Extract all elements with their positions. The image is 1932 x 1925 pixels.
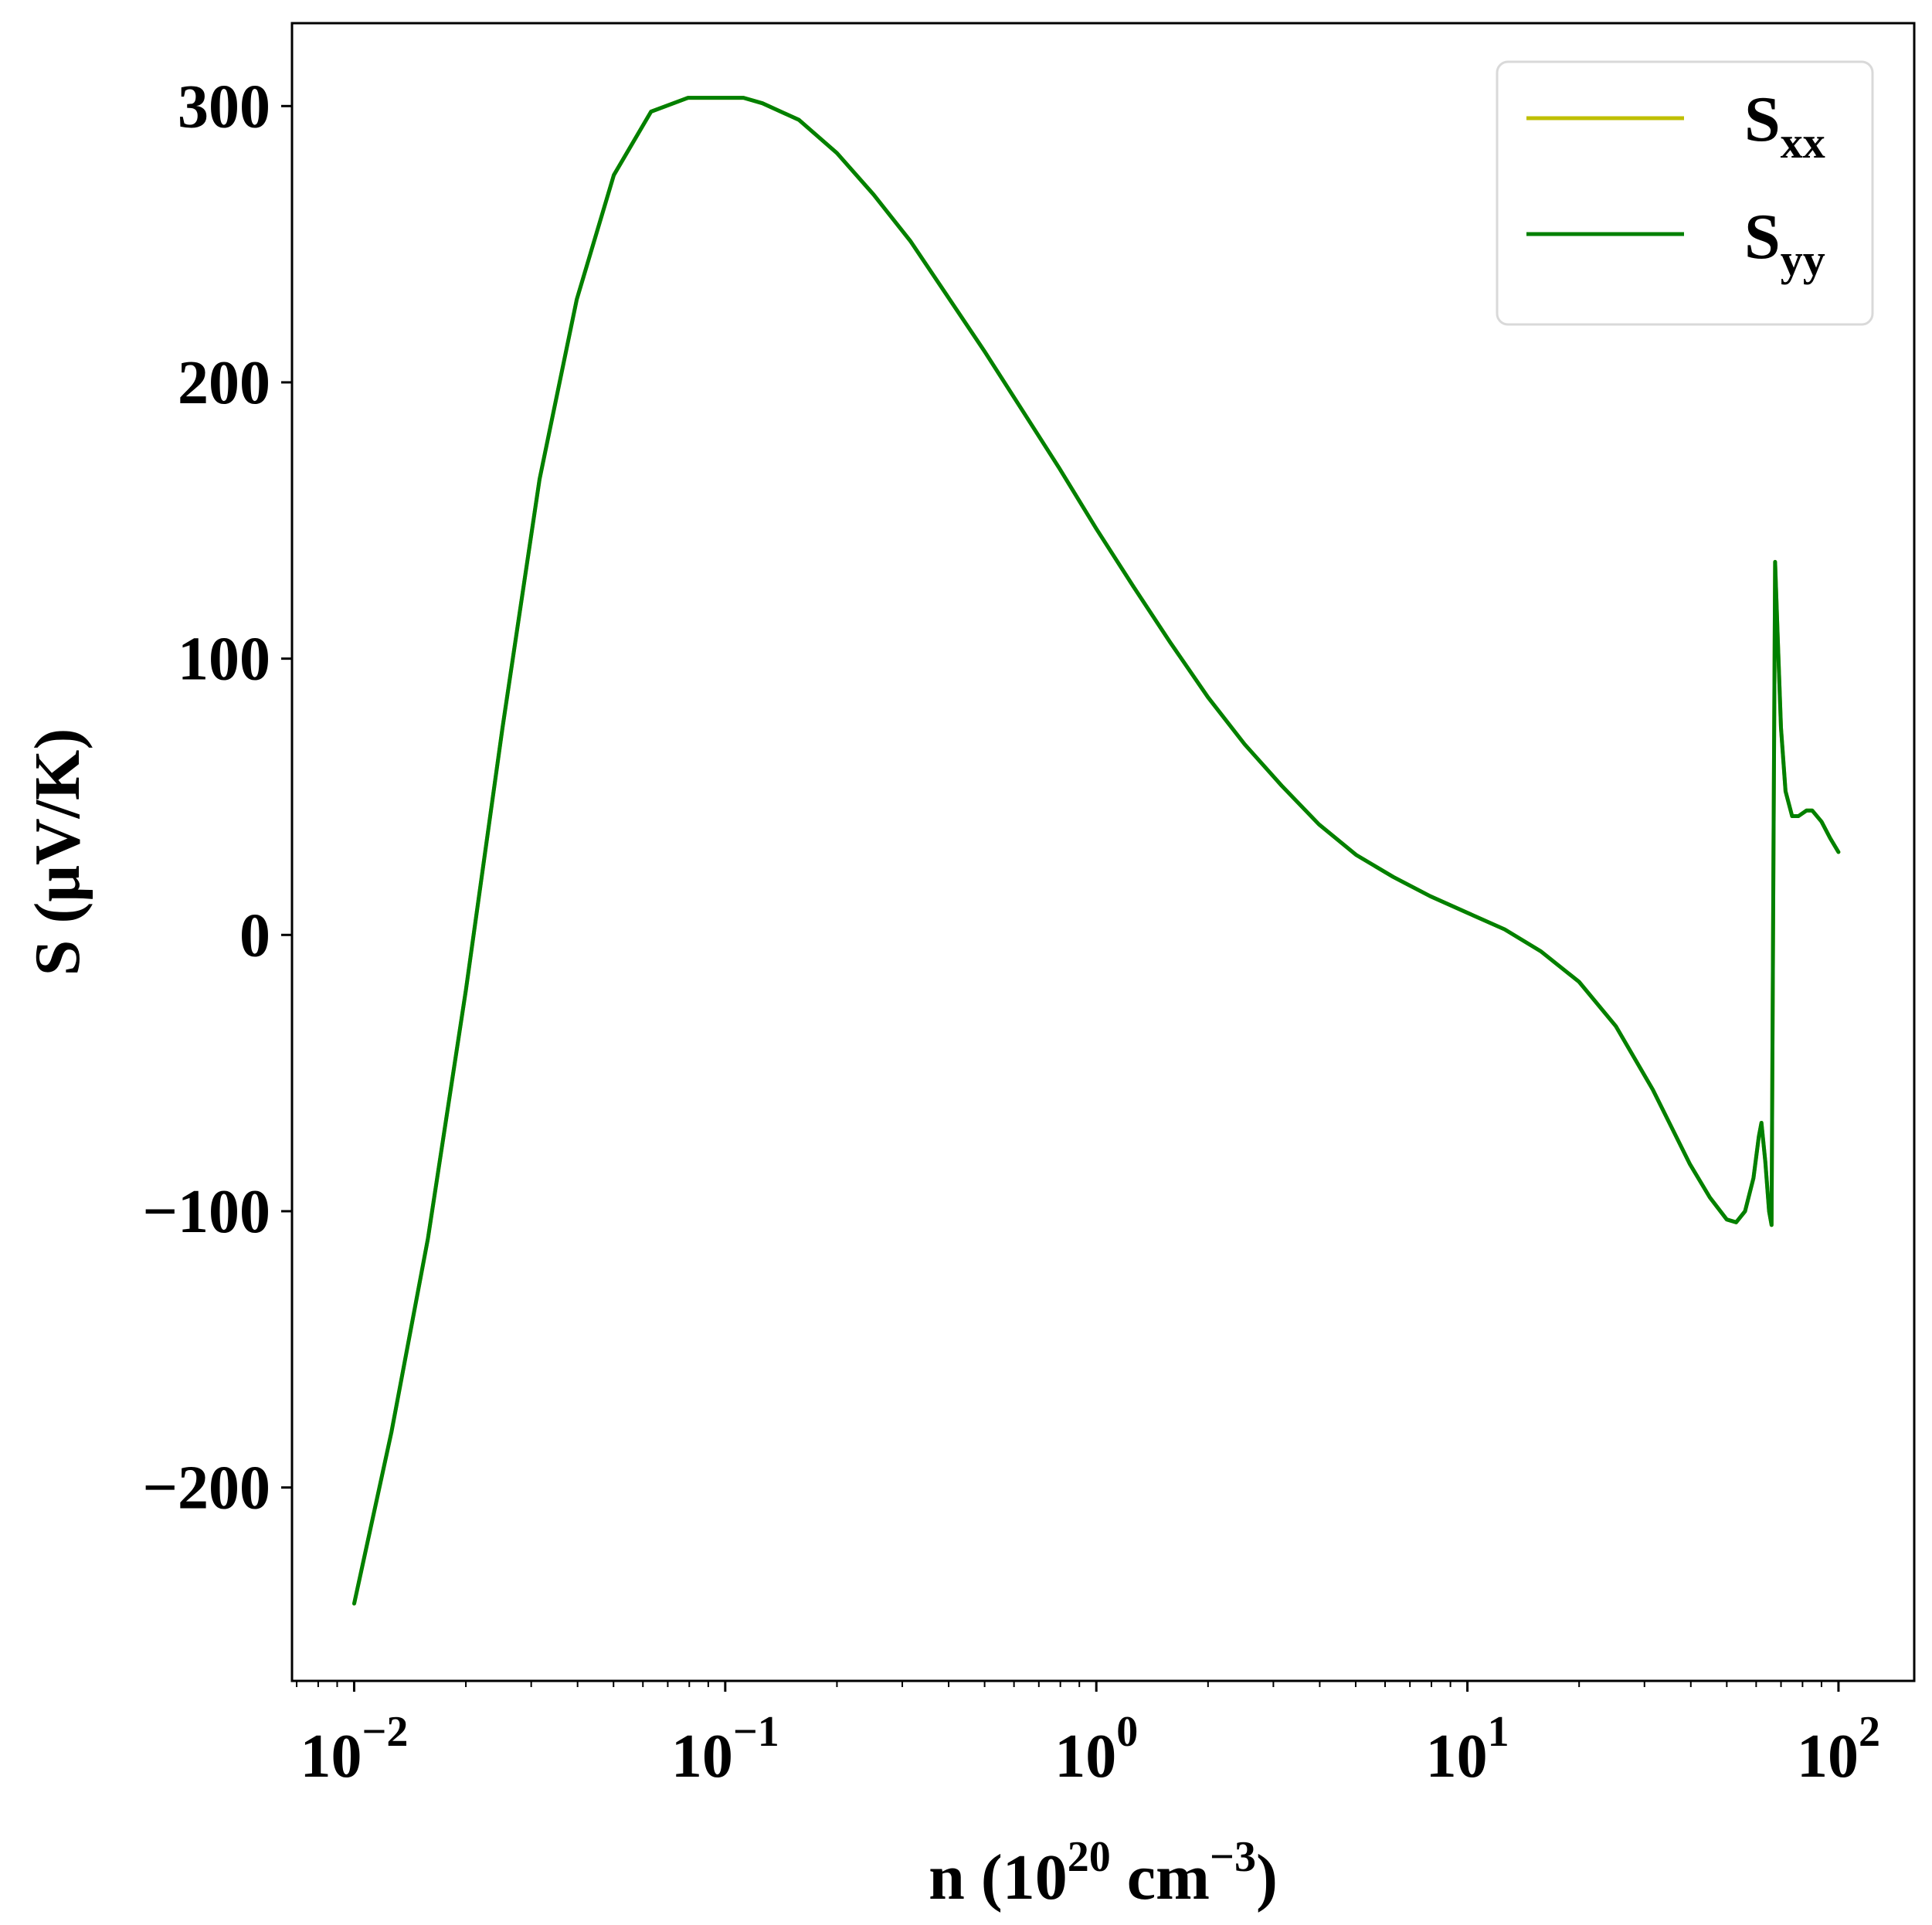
legend-label-sxx-sub: xx (1781, 117, 1825, 168)
x-tick-label: 101 (1426, 1708, 1509, 1791)
plot-frame (290, 22, 1916, 1682)
x-axis-label-sup2: −3 (1210, 1833, 1256, 1881)
legend-label-sxx: Sxx (1744, 83, 1825, 168)
legend-label-syy-sub: yy (1781, 235, 1825, 285)
x-axis-label-suffix: ) (1256, 1842, 1278, 1913)
y-tick-label: −200 (142, 1455, 270, 1523)
x-axis-label: n (1020 cm−3) (929, 1833, 1278, 1913)
legend-label-syy: Syy (1744, 201, 1825, 285)
x-axis-label-mid: cm (1111, 1842, 1210, 1913)
series-layer (352, 96, 1841, 1606)
x-tick-label: 10−2 (300, 1708, 408, 1791)
y-tick-label: −100 (142, 1178, 270, 1246)
x-tick-label: 10−1 (671, 1708, 779, 1791)
y-tick-label: 300 (178, 73, 270, 141)
legend: Sxx Syy (1496, 60, 1874, 326)
series-line-syy (352, 96, 1841, 1606)
legend-label-sxx-main: S (1744, 83, 1781, 155)
y-axis-label: S (μV/K) (22, 728, 93, 976)
y-tick-label: 100 (178, 626, 270, 694)
y-tick-label: 200 (178, 349, 270, 417)
y-tick-label: 0 (239, 901, 270, 969)
x-tick-label: 102 (1797, 1708, 1880, 1791)
ticks-layer: −200 −100 0 100 200 300 10−2 10−1 100 101 102 (142, 73, 1880, 1791)
x-axis-label-sup1: 20 (1068, 1833, 1111, 1881)
x-tick-label: 100 (1054, 1708, 1138, 1791)
legend-label-syy-main: S (1744, 201, 1781, 273)
x-axis-label-prefix: n (10 (929, 1842, 1068, 1913)
legend-box (1496, 60, 1874, 326)
